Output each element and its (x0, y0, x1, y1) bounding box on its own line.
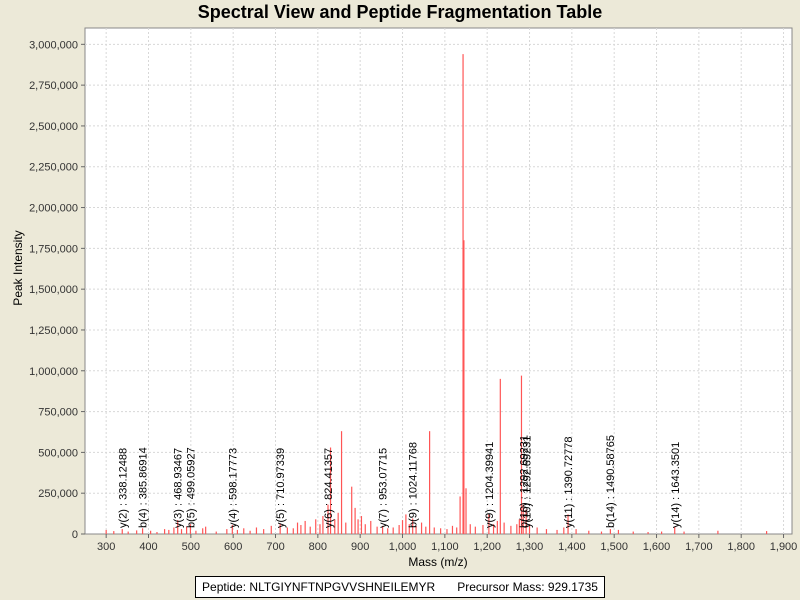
y-tick-label: 1,250,000 (29, 325, 78, 337)
y-tick-label: 2,250,000 (29, 162, 78, 174)
fragment-label: b(5) : 499.05927 (185, 447, 197, 528)
fragment-label: y(14) : 1643.3501 (670, 442, 682, 528)
x-tick-label: 1,200 (473, 541, 501, 553)
fragment-annotations: y(2) : 338.12488 b(4) : 385.86914 y(3) : 4… (117, 435, 682, 528)
fragment-label: y(7) : 953.07715 (378, 448, 390, 528)
x-axis-label: Mass (m/z) (408, 555, 467, 569)
x-tick-label: 1,300 (516, 541, 544, 553)
legend-box: Peptide: NLTGIYNFTNPGVVSHNEILEMYR Precur… (195, 576, 605, 598)
peak-series (105, 54, 768, 534)
plot-area (84, 27, 793, 535)
fragment-label: y(6) : 824.41357 (323, 448, 335, 528)
x-tick-label: 1,000 (389, 541, 417, 553)
x-tick-label: 900 (351, 541, 369, 553)
grid-lines (85, 28, 792, 534)
x-tick-label: 1,700 (685, 541, 713, 553)
y-tick-label: 3,000,000 (29, 39, 78, 51)
x-tick-label: 300 (97, 541, 115, 553)
fragment-label: b(4) : 385.86914 (138, 447, 150, 528)
fragment-label: y(4) : 598.17773 (227, 448, 239, 528)
y-tick-label: 250,000 (38, 488, 78, 500)
fragment-label: y(9) : 1204.39941 (484, 442, 496, 528)
y-tick-label: 750,000 (38, 407, 78, 419)
x-tick-label: 1,600 (643, 541, 671, 553)
x-tick-label: 1,500 (600, 541, 628, 553)
peptide-label: Peptide: NLTGIYNFTNPGVVSHNEILEMYR (202, 580, 436, 594)
y-axis: 0 250,000 500,000 750,000 1,000,000 1,250,000… (29, 39, 85, 541)
fragment-label: b(14) : 1490.58765 (605, 435, 617, 528)
x-tick-label: 700 (266, 541, 284, 553)
y-tick-label: 1,500,000 (29, 284, 78, 296)
y-axis-label: Peak Intensity (11, 230, 25, 305)
chart-title: Spectral View and Peptide Fragmentation … (197, 2, 603, 22)
x-tick-label: 1,400 (558, 541, 586, 553)
x-tick-label: 600 (224, 541, 242, 553)
y-tick-label: 1,000,000 (29, 366, 78, 378)
fragment-label: b(9) : 1024.11768 (408, 442, 420, 528)
x-tick-label: 1,900 (770, 541, 798, 553)
precursor-mass-label: Precursor Mass: 929.1735 (457, 580, 598, 594)
y-tick-label: 2,000,000 (29, 203, 78, 215)
x-tick-label: 400 (139, 541, 157, 553)
x-tick-label: 1,100 (431, 541, 459, 553)
x-tick-label: 500 (182, 541, 200, 553)
y-tick-label: 1,750,000 (29, 243, 78, 255)
x-tick-label: 1,800 (727, 541, 755, 553)
x-tick-label: 800 (309, 541, 327, 553)
fragment-label: y(3) : 468.93467 (173, 448, 185, 528)
x-axis: 300 400 500 600 700 800 900 1,000 1,100 1,200 1,30… (97, 534, 797, 553)
y-tick-label: 0 (72, 529, 78, 541)
fragment-label: y(11) : 1390.72778 (563, 436, 575, 528)
fragment-label: y(10) : 1292.69231 (521, 436, 533, 528)
y-tick-label: 2,750,000 (29, 80, 78, 92)
y-tick-label: 2,500,000 (29, 121, 78, 133)
y-tick-label: 500,000 (38, 447, 78, 459)
fragment-label: b(10) : 1292.69231 (519, 435, 531, 528)
fragment-label: y(2) : 338.12488 (117, 448, 129, 528)
fragment-label: y(5) : 710.97339 (275, 448, 287, 528)
